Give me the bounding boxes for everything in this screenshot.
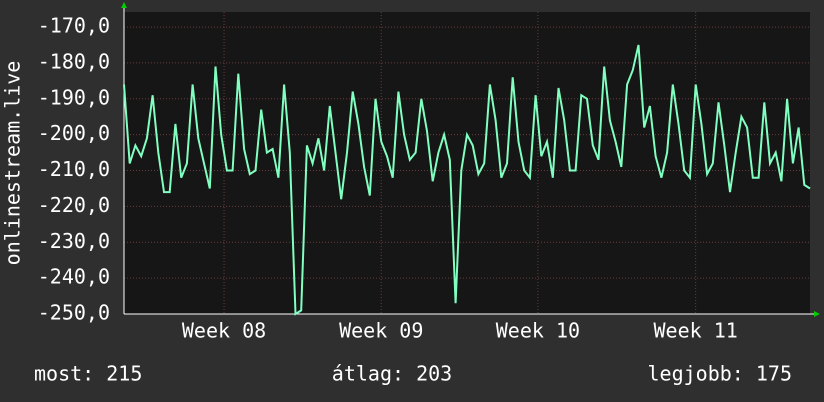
stat: átlag: 203: [332, 362, 452, 386]
plot-area: [124, 12, 810, 314]
y-tick-label: -170,0: [38, 14, 110, 38]
y-tick-label: -210,0: [38, 157, 110, 181]
x-tick-label: Week 08: [182, 319, 266, 343]
y-tick-label: -180,0: [38, 49, 110, 73]
y-tick-label: -250,0: [38, 301, 110, 325]
x-tick-label: Week 10: [496, 319, 580, 343]
x-tick-label: Week 09: [339, 319, 423, 343]
y-tick-label: -230,0: [38, 229, 110, 253]
y-tick-label: -190,0: [38, 85, 110, 109]
stat: most: 215: [34, 362, 142, 386]
y-axis-label: onlinestream.live: [1, 61, 25, 266]
x-tick-label: Week 11: [654, 319, 738, 343]
data-line: [123, 44, 811, 316]
y-tick-label: -220,0: [38, 193, 110, 217]
stat: legjobb: 175: [648, 362, 793, 386]
y-tick-label: -240,0: [38, 265, 110, 289]
axis-arrow: [121, 2, 127, 8]
y-tick-label: -200,0: [38, 121, 110, 145]
axis-arrow: [814, 311, 820, 317]
